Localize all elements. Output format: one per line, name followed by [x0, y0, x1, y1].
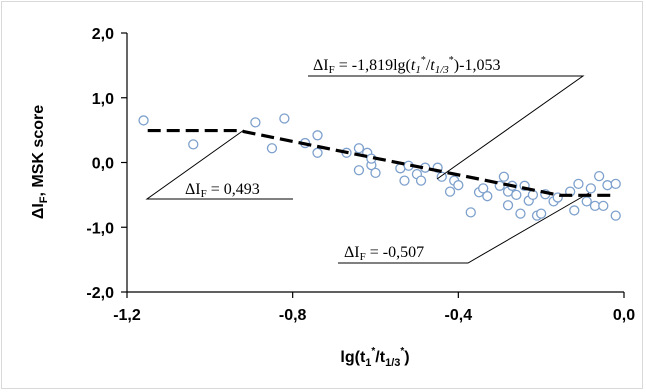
- x-ticks: -1,2 -0,8 -0,4 0,0: [113, 292, 635, 324]
- data-point: [250, 117, 261, 128]
- data-point: [266, 143, 278, 154]
- data-point: [573, 178, 584, 190]
- y-axis-title: ΔIF, MSK score: [30, 105, 50, 219]
- callout-line-slope: [308, 75, 585, 180]
- annotation-slope: ΔIF = -1,819lg(t1*/t1/3*)-1,053: [313, 55, 500, 76]
- data-point: [465, 207, 476, 218]
- data-point: [453, 180, 464, 191]
- data-point: [353, 165, 365, 176]
- y-tick-label: -1,0: [86, 220, 114, 237]
- y-tick-label: 2,0: [92, 26, 114, 43]
- data-point: [312, 130, 323, 141]
- y-tick-label: 0,0: [92, 156, 114, 173]
- y-tick-label: 1,0: [92, 91, 114, 108]
- data-point: [536, 208, 547, 219]
- data-point: [494, 180, 505, 191]
- data-point: [498, 171, 510, 182]
- data-point: [602, 180, 613, 191]
- y-ticks: 2,0 1,0 0,0 -1,0 -2,0: [86, 26, 127, 302]
- data-point: [598, 200, 609, 212]
- x-tick-label: -1,2: [113, 307, 141, 324]
- data-point: [511, 189, 522, 201]
- data-point: [594, 170, 605, 182]
- callout-line-upper: [145, 129, 293, 200]
- data-point: [527, 189, 539, 201]
- data-point: [444, 186, 456, 197]
- x-tick-label: 0,0: [613, 307, 635, 324]
- x-tick-label: -0,8: [279, 307, 307, 324]
- x-axis-title: lg(t1*/t1/3*): [340, 346, 409, 369]
- x-tick-label: -0,4: [445, 307, 473, 324]
- callout-lines: [145, 75, 590, 264]
- data-point: [399, 175, 410, 186]
- annotation-upper: ΔIF = 0,493: [185, 181, 260, 200]
- data-point: [138, 115, 149, 126]
- data-point: [515, 208, 526, 219]
- data-point: [370, 167, 381, 179]
- data-point: [478, 183, 489, 194]
- data-point: [502, 200, 514, 211]
- data-point: [188, 139, 199, 150]
- data-point: [585, 183, 597, 194]
- data-point: [482, 191, 493, 202]
- data-point: [569, 205, 580, 216]
- data-point: [581, 196, 592, 207]
- data-point: [279, 113, 290, 124]
- callout-line-lower: [338, 192, 590, 264]
- data-point: [415, 175, 427, 186]
- data-point: [610, 178, 621, 190]
- annotation-lower: ΔIF = -0,507: [344, 244, 424, 263]
- data-point: [610, 210, 621, 221]
- y-tick-label: -2,0: [86, 285, 114, 302]
- data-point: [353, 143, 365, 154]
- data-point: [312, 147, 323, 158]
